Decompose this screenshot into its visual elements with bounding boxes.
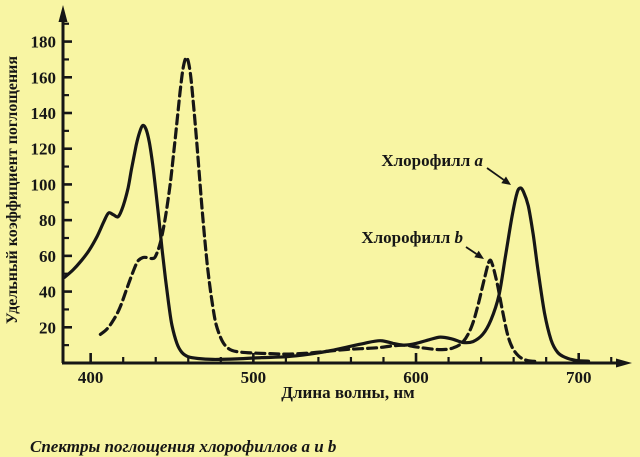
figure-caption: Спектры поглощения хлорофиллов a и b (30, 437, 337, 456)
y-axis-arrowhead (58, 5, 68, 22)
ticks: 400 500 600 700 20 40 60 80 100 120 140 160 180 (31, 22, 613, 387)
curve-chlorophyll-a (62, 123, 591, 363)
x-tick-label: 500 (241, 368, 267, 387)
axes (58, 5, 632, 368)
y-tick-label: 160 (31, 68, 57, 87)
x-axis-arrowhead (616, 358, 632, 368)
annotation-arrow-a (486, 167, 511, 185)
y-tick-label: 120 (31, 140, 57, 159)
y-tick-label: 100 (31, 175, 57, 194)
curve-chlorophyll-b (98, 55, 540, 364)
x-axis-label: Длина волны, нм (281, 383, 415, 402)
y-tick-label: 180 (31, 33, 57, 52)
x-tick-label: 400 (78, 368, 104, 387)
x-tick-label: 600 (403, 368, 429, 387)
y-axis-label: Удельный коэффициент поглощения (4, 56, 21, 324)
y-tick-label: 80 (39, 211, 56, 230)
x-tick-label: 700 (566, 368, 592, 387)
y-tick-label: 60 (39, 247, 56, 266)
y-tick-label: 40 (39, 283, 56, 302)
y-tick-label: 20 (39, 318, 56, 337)
annotation-chlorophyll-a: Хлорофилл a (381, 151, 483, 170)
y-tick-label: 140 (31, 104, 57, 123)
annotation-arrow-b (465, 246, 484, 259)
annotation-chlorophyll-b: Хлорофилл b (361, 228, 463, 247)
